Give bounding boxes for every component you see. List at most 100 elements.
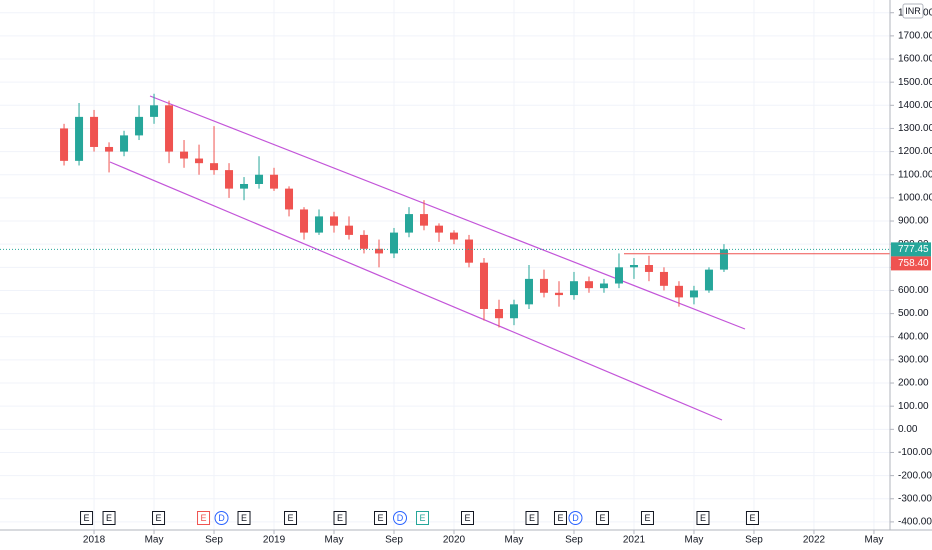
event-badge — [568, 511, 583, 525]
candle-body — [315, 216, 324, 233]
y-tick-label: -300.00 — [898, 493, 932, 504]
candle-body — [629, 265, 638, 268]
candle-body — [464, 239, 473, 263]
candle-body — [479, 262, 488, 309]
event-label: E — [749, 513, 755, 523]
event-label: E — [464, 513, 470, 523]
event-label: E — [377, 513, 383, 523]
candle-body — [719, 249, 728, 270]
candle-body — [390, 232, 399, 254]
candle-body — [75, 116, 84, 161]
candle-body — [554, 292, 563, 296]
candle-body — [120, 135, 129, 152]
event-badge — [237, 511, 251, 525]
x-tick-label: 2022 — [803, 535, 826, 546]
y-tick-label: 200.00 — [898, 378, 929, 389]
currency-label: INR — [905, 6, 921, 16]
y-tick-label: 100.00 — [898, 401, 929, 412]
y-tick-label: 0.00 — [898, 424, 918, 435]
candle-body — [330, 216, 339, 226]
price-label: 758.40 — [898, 258, 929, 269]
candle-body — [704, 269, 713, 291]
candles — [60, 93, 728, 328]
candle-body — [180, 151, 189, 159]
currency-badge — [902, 3, 924, 19]
y-tick-label: 600.00 — [898, 285, 929, 296]
y-tick-label: 1400.00 — [898, 100, 932, 111]
candle-body — [90, 116, 99, 147]
trend-line-upper — [149, 95, 746, 330]
grid — [0, 0, 890, 530]
y-tick-label: 400.00 — [898, 331, 929, 342]
y-tick-label: 1600.00 — [898, 54, 932, 65]
trend-line-lower — [109, 161, 723, 421]
candle-body — [435, 225, 444, 233]
event-label: D — [397, 513, 404, 523]
x-tick-label: May — [505, 535, 524, 546]
candle-body — [420, 214, 429, 226]
candle-body — [165, 105, 174, 152]
x-tick-label: 2021 — [623, 535, 646, 546]
event-badge — [197, 511, 211, 525]
event-label: E — [700, 513, 706, 523]
x-tick-label: Sep — [205, 535, 223, 546]
event-label: E — [529, 513, 535, 523]
price-label-box — [891, 242, 931, 257]
candle-body — [300, 209, 309, 233]
event-label: E — [288, 513, 294, 523]
price-label: 777.45 — [898, 244, 929, 255]
candle-body — [584, 281, 593, 289]
event-label: E — [201, 513, 207, 523]
candle-body — [285, 188, 294, 210]
event-badge — [745, 511, 759, 525]
event-label: E — [337, 513, 343, 523]
event-badge — [214, 511, 229, 525]
candle-body — [105, 146, 114, 152]
candle-body — [270, 174, 279, 189]
candle-body — [135, 116, 144, 136]
event-badge — [102, 511, 116, 525]
event-badge — [80, 511, 94, 525]
y-tick-label: 1300.00 — [898, 123, 932, 134]
candle-body — [674, 285, 683, 298]
y-tick-label: 900.00 — [898, 216, 929, 227]
candle-body — [150, 105, 159, 117]
candle-body — [509, 304, 518, 319]
x-tick-label: Sep — [565, 535, 583, 546]
x-tick-label: 2019 — [263, 535, 286, 546]
candle-body — [539, 278, 548, 293]
event-label: D — [572, 513, 579, 523]
x-tick-label: May — [864, 535, 883, 546]
event-badge — [595, 511, 609, 525]
event-label: E — [156, 513, 162, 523]
candle-body — [644, 265, 653, 272]
event-label: E — [599, 513, 605, 523]
event-label: E — [644, 513, 650, 523]
x-tick-label: May — [145, 535, 164, 546]
y-tick-label: 1000.00 — [898, 193, 932, 204]
event-badge — [152, 511, 166, 525]
candle-body — [195, 158, 204, 164]
candle-body — [360, 234, 369, 249]
candle-body — [599, 283, 608, 289]
event-badge — [553, 511, 567, 525]
y-tick-label: 500.00 — [898, 308, 929, 319]
y-tick-label: -200.00 — [898, 470, 932, 481]
candle-body — [345, 225, 354, 235]
y-tick-label: -100.00 — [898, 447, 932, 458]
event-badge — [374, 511, 388, 525]
x-tick-label: Sep — [385, 535, 403, 546]
event-badge — [393, 511, 408, 525]
x-tick-label: 2018 — [83, 535, 106, 546]
y-tick-label: 1500.00 — [898, 77, 932, 88]
candle-body — [569, 281, 578, 296]
event-label: E — [241, 513, 247, 523]
event-badge — [416, 511, 430, 525]
y-tick-label: 1700.00 — [898, 31, 932, 42]
event-label: D — [218, 513, 225, 523]
candle-body — [255, 174, 264, 184]
x-tick-label: 2020 — [443, 535, 466, 546]
x-tick-label: May — [325, 535, 344, 546]
candle-body — [494, 308, 503, 319]
